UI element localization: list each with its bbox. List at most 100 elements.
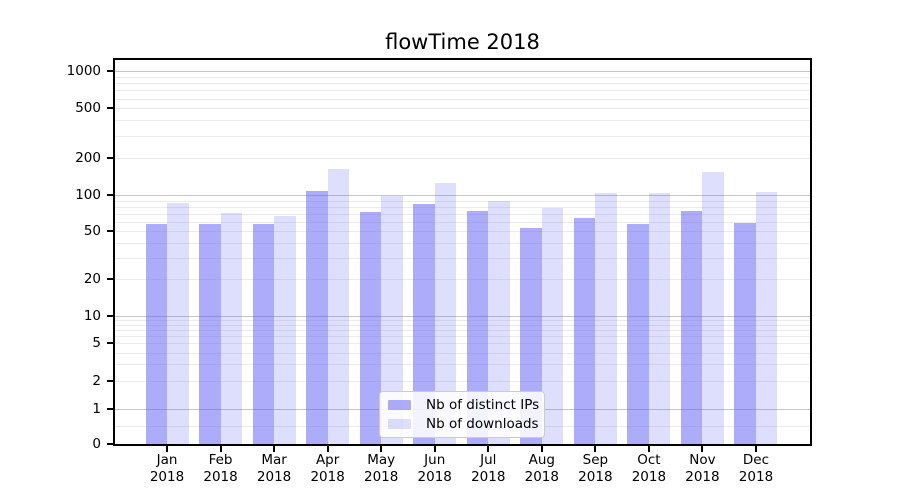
y-tick-mark (107, 230, 113, 233)
bar-distinct-ips-jan (145, 224, 167, 444)
gridline-minor (115, 83, 810, 85)
x-tick-label-sep: Sep 2018 (578, 452, 613, 485)
x-tick-label-may: May 2018 (363, 452, 399, 485)
gridline-minor (115, 135, 810, 137)
x-tick-mark (540, 446, 543, 452)
x-tick-mark (219, 446, 222, 452)
gridline-minor (115, 324, 810, 326)
y-tick-mark (107, 314, 113, 317)
y-tick-label: 50 (83, 223, 101, 240)
gridline-minor (115, 352, 810, 354)
gridline-major (115, 195, 810, 196)
x-tick-label-mar: Mar 2018 (256, 452, 292, 485)
y-tick-label: 5 (92, 335, 101, 352)
gridline-minor (115, 213, 810, 215)
gridline-minor (115, 157, 810, 159)
gridline-minor (115, 279, 810, 281)
bar-downloads-jan (167, 202, 189, 444)
bar-downloads-oct (648, 193, 671, 444)
y-tick-label: 500 (75, 100, 101, 117)
gridline-minor (115, 242, 810, 244)
plot-area (115, 60, 810, 444)
x-tick-mark (273, 446, 276, 452)
legend-label-downloads: Nb of downloads (426, 415, 539, 432)
x-tick-mark (647, 446, 650, 452)
bar-downloads-jul (488, 200, 510, 444)
y-tick-mark (107, 70, 113, 72)
gridline-minor (115, 336, 810, 338)
legend: Nb of distinct IPs Nb of downloads (379, 391, 545, 438)
legend-label-distinct-ips: Nb of distinct IPs (426, 396, 540, 413)
y-tick-mark (107, 194, 113, 196)
gridline-minor (115, 319, 810, 321)
legend-swatch-distinct-ips (388, 400, 411, 410)
x-tick-label-oct: Oct 2018 (631, 452, 667, 485)
x-tick-mark (701, 446, 704, 452)
chart-title: flowTime 2018 (385, 30, 540, 54)
bar-downloads-jun (434, 182, 457, 444)
bar-downloads-dec (755, 192, 778, 444)
y-tick-label: 10 (83, 307, 101, 324)
gridline-minor (115, 108, 810, 110)
x-tick-mark (754, 446, 757, 452)
bar-distinct-ips-jul (466, 211, 489, 444)
bar-downloads-feb (220, 212, 243, 444)
x-tick-label-aug: Aug 2018 (524, 452, 559, 485)
y-tick-label: 200 (75, 149, 101, 166)
y-tick-mark (107, 342, 113, 345)
y-tick-mark (107, 107, 113, 110)
y-tick-mark (107, 443, 113, 445)
gridline-minor (115, 380, 810, 382)
bar-distinct-ips-sep (573, 217, 596, 444)
gridline-minor (115, 76, 810, 78)
bar-distinct-ips-aug (520, 228, 542, 444)
bar-downloads-nov (702, 172, 724, 444)
gridline-minor (115, 90, 810, 92)
gridline-minor (115, 200, 810, 202)
bar-downloads-aug (541, 208, 564, 444)
y-tick-label: 20 (83, 271, 101, 288)
gridline-minor (115, 231, 810, 233)
gridline-minor (115, 120, 810, 122)
gridline-minor (115, 206, 810, 208)
y-tick-label: 1 (92, 400, 101, 417)
y-tick-mark (107, 379, 113, 382)
bar-distinct-ips-nov (680, 211, 703, 444)
x-tick-label-apr: Apr 2018 (310, 452, 345, 485)
gridline-minor (115, 343, 810, 345)
x-tick-mark (433, 446, 436, 452)
bar-distinct-ips-oct (627, 223, 649, 444)
x-tick-mark (594, 446, 597, 452)
x-tick-label-feb: Feb 2018 (203, 452, 238, 485)
x-tick-mark (326, 446, 329, 452)
x-tick-mark (166, 446, 168, 452)
x-tick-label-jun: Jun 2018 (417, 452, 452, 485)
legend-item-downloads: Nb of downloads (380, 415, 544, 432)
y-tick-label: 100 (75, 187, 101, 203)
gridline-minor (115, 98, 810, 100)
bar-distinct-ips-jun (413, 203, 435, 444)
bar-distinct-ips-dec (734, 222, 756, 444)
legend-swatch-downloads (388, 419, 411, 429)
bar-downloads-apr (327, 168, 350, 444)
bar-distinct-ips-feb (199, 223, 221, 444)
gridline-major (115, 315, 810, 317)
gridline-minor (115, 329, 810, 331)
bar-downloads-may (381, 196, 403, 444)
x-tick-label-jul: Jul 2018 (471, 452, 506, 485)
x-tick-mark (487, 446, 490, 452)
x-tick-label-jan: Jan 2018 (149, 452, 185, 485)
bar-distinct-ips-apr (306, 190, 328, 444)
bar-downloads-mar (274, 215, 296, 444)
y-tick-label: 2 (92, 372, 101, 389)
x-tick-label-dec: Dec 2018 (738, 452, 774, 485)
y-tick-mark (107, 278, 113, 281)
y-tick-label: 0 (92, 436, 101, 452)
gridline-minor (115, 364, 810, 366)
bar-distinct-ips-may (359, 212, 382, 444)
y-tick-mark (107, 407, 113, 410)
legend-item-distinct-ips: Nb of distinct IPs (380, 396, 544, 413)
y-tick-label: 1000 (66, 63, 101, 79)
gridline-major (115, 71, 810, 72)
